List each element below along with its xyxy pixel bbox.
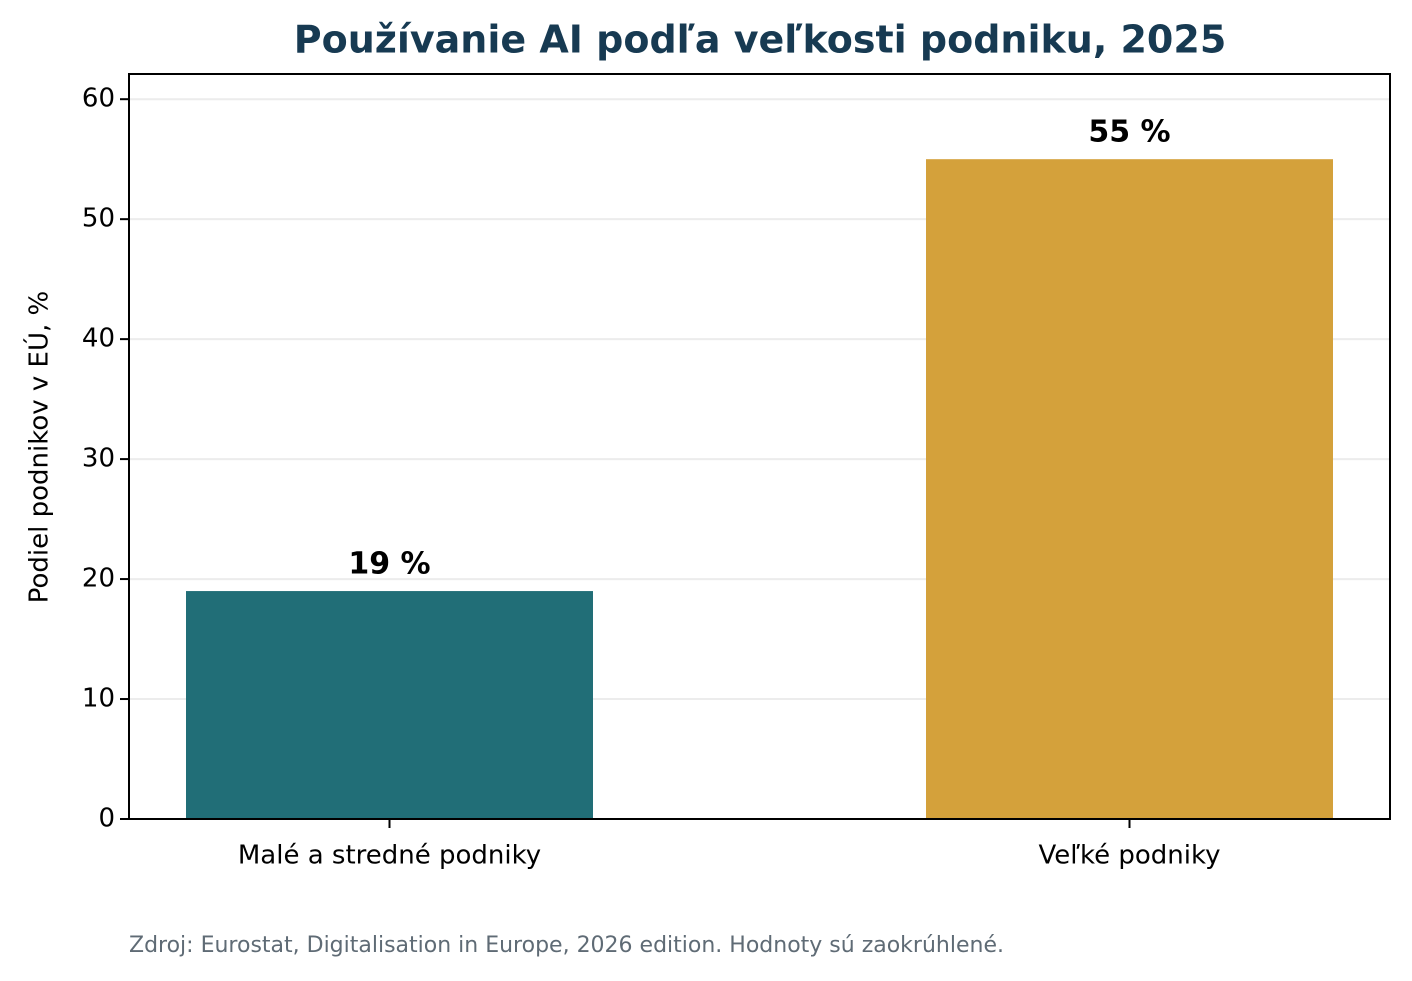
y-tick-label: 10 (82, 684, 115, 714)
value-label: 19 % (348, 547, 430, 582)
x-tick-label: Veľké podniky (1038, 841, 1220, 871)
y-tick-label: 0 (98, 804, 115, 834)
y-axis-label: Podiel podnikov v EÚ, % (23, 291, 55, 604)
y-tick-label: 60 (82, 84, 115, 114)
y-tick-label: 50 (82, 204, 115, 234)
bar (186, 591, 593, 819)
y-tick-label: 40 (82, 324, 115, 354)
y-tick-label: 30 (82, 444, 115, 474)
value-label: 55 % (1088, 115, 1170, 150)
x-tick-label: Malé a stredné podniky (238, 841, 541, 871)
y-tick-label: 20 (82, 564, 115, 594)
plot-frame (128, 73, 1391, 820)
source-note: Zdroj: Eurostat, Digitalisation in Europ… (129, 933, 1004, 958)
chart-title: Používanie AI podľa veľkosti podniku, 20… (294, 18, 1227, 62)
bar (926, 159, 1333, 820)
